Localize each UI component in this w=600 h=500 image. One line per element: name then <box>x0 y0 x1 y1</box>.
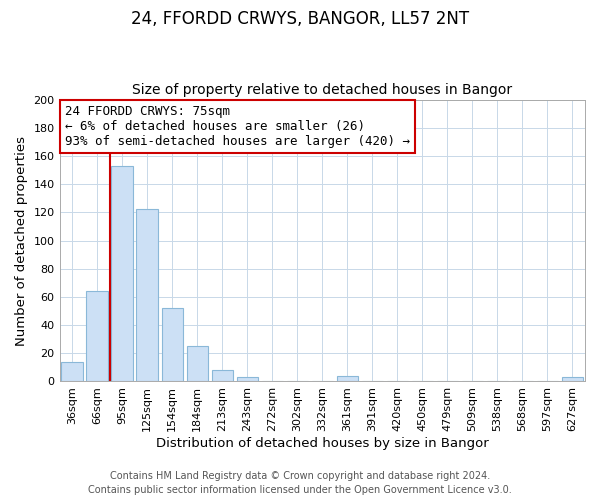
Bar <box>161 308 183 382</box>
Bar <box>86 291 108 382</box>
Text: Contains HM Land Registry data © Crown copyright and database right 2024.
Contai: Contains HM Land Registry data © Crown c… <box>88 471 512 495</box>
Bar <box>562 377 583 382</box>
Bar <box>236 377 258 382</box>
Bar <box>112 166 133 382</box>
X-axis label: Distribution of detached houses by size in Bangor: Distribution of detached houses by size … <box>156 437 488 450</box>
Text: 24, FFORDD CRWYS, BANGOR, LL57 2NT: 24, FFORDD CRWYS, BANGOR, LL57 2NT <box>131 10 469 28</box>
Bar <box>212 370 233 382</box>
Bar <box>187 346 208 382</box>
Bar <box>337 376 358 382</box>
Y-axis label: Number of detached properties: Number of detached properties <box>15 136 28 346</box>
Bar <box>136 210 158 382</box>
Text: 24 FFORDD CRWYS: 75sqm
← 6% of detached houses are smaller (26)
93% of semi-deta: 24 FFORDD CRWYS: 75sqm ← 6% of detached … <box>65 105 410 148</box>
Title: Size of property relative to detached houses in Bangor: Size of property relative to detached ho… <box>132 83 512 97</box>
Bar <box>61 362 83 382</box>
